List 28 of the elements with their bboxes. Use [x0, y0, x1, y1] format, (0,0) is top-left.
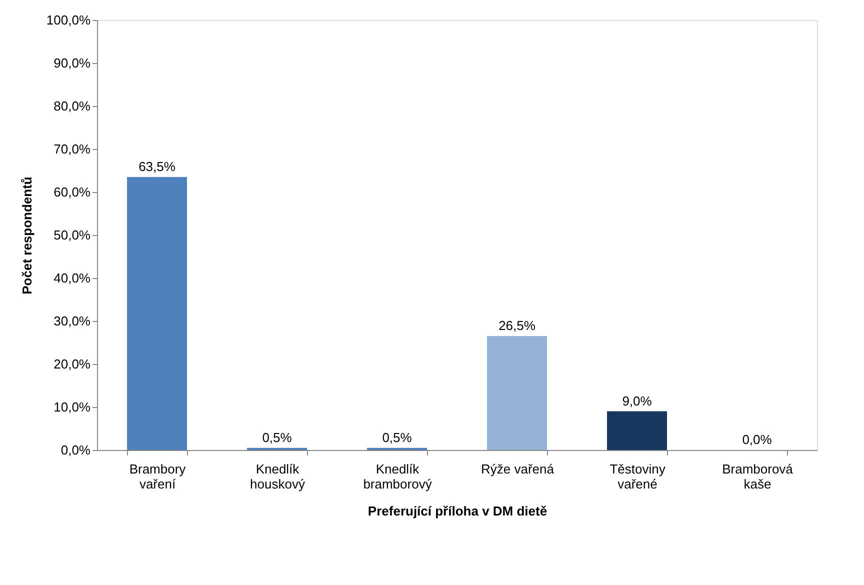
y-tick-label: 50,0%	[54, 228, 91, 242]
y-tick-label: 100,0%	[46, 12, 91, 28]
y-tick-label: 0,0%	[60, 442, 91, 458]
y-tick-label: 70,0%	[54, 142, 91, 156]
data-label: 63,5%	[138, 158, 176, 174]
y-tick-label: 30,0%	[54, 314, 91, 328]
x-axis-title: Preferující příloha v DM dietě	[368, 504, 548, 518]
y-tick-label: 20,0%	[54, 356, 91, 372]
x-tick-label: Těstoviny vařené	[610, 462, 666, 492]
y-tick-label: 60,0%	[54, 184, 91, 200]
x-tick-label: Brambory vaření	[129, 462, 186, 492]
x-tick-label: Rýže vařená	[481, 462, 555, 476]
data-label: 9,0%	[622, 393, 652, 408]
y-tick-label: 80,0%	[54, 98, 91, 114]
x-tick-label: Knedlík houskový	[250, 462, 306, 492]
x-tick-label: Bramborová kaše	[722, 462, 794, 492]
x-tick-label: Knedlík bramborový	[363, 462, 432, 492]
data-label: 0,5%	[382, 430, 412, 445]
data-label: 0,5%	[262, 430, 292, 445]
bar	[607, 411, 667, 450]
y-axis-title: Počet respondentů	[19, 176, 34, 294]
y-tick-label: 10,0%	[54, 400, 91, 414]
data-label: 0,0%	[742, 432, 772, 447]
y-tick-label: 40,0%	[54, 270, 91, 286]
bar	[487, 336, 547, 450]
data-label: 26,5%	[498, 318, 536, 334]
y-tick-label: 90,0%	[54, 56, 91, 70]
bar	[127, 176, 187, 450]
